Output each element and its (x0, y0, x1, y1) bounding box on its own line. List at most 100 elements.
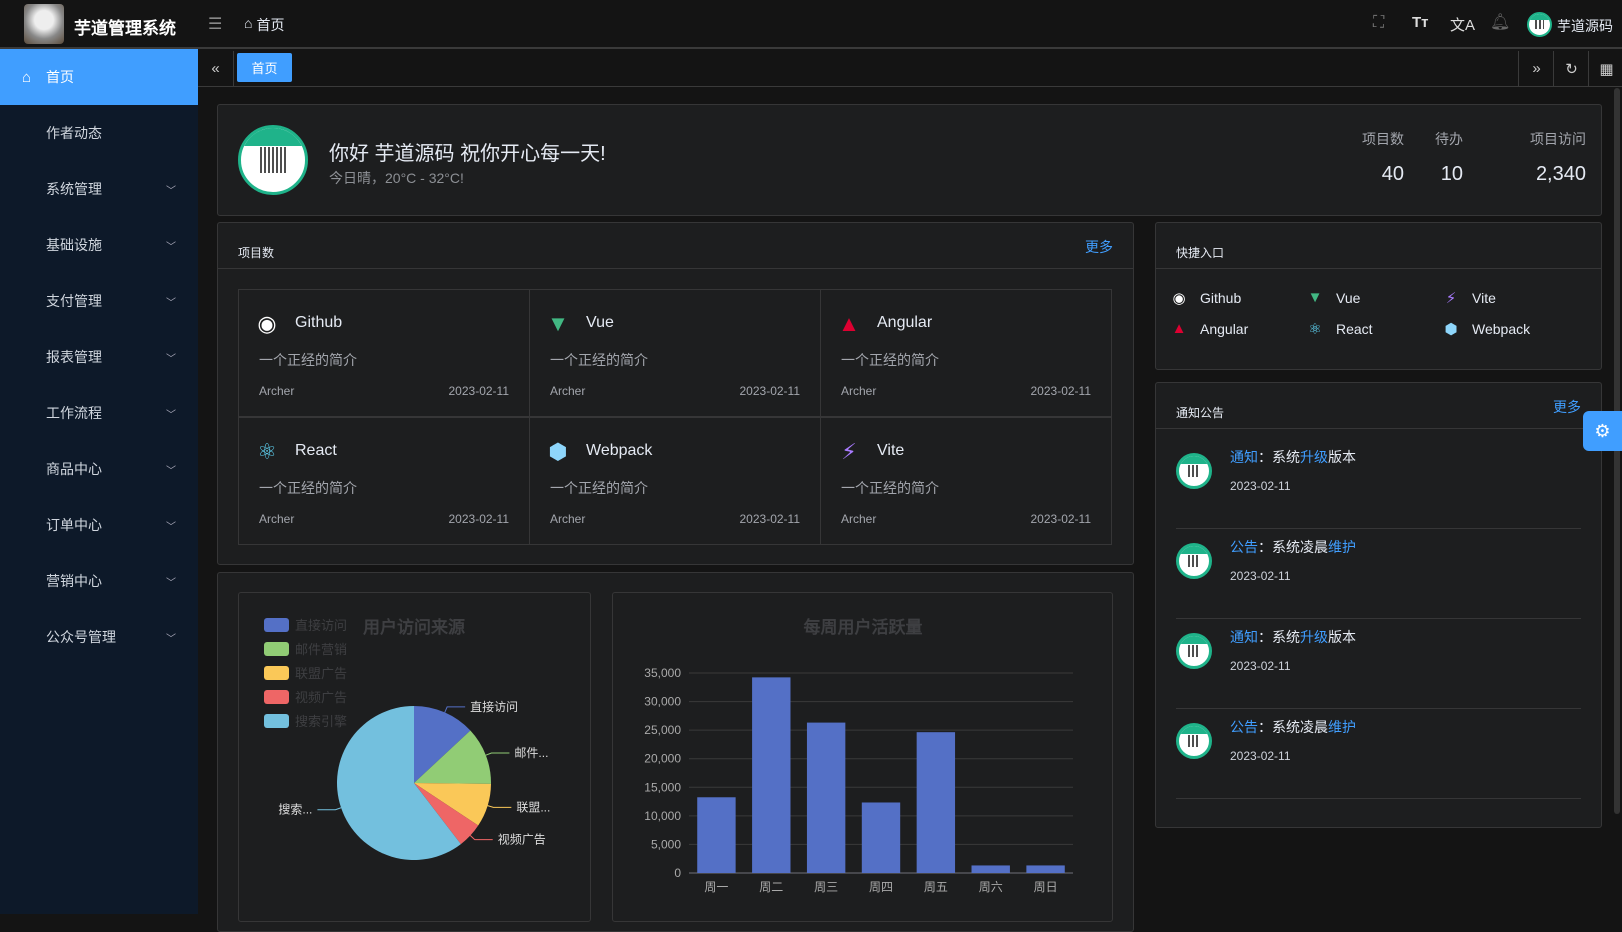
notice-avatar (1176, 723, 1212, 759)
pie-title: 用户访问来源 (363, 617, 465, 637)
sidebar-item[interactable]: ⌂ 首页 (0, 49, 198, 105)
project-card[interactable]: ⬢ Webpack 一个正经的简介 Archer 2023-02-11 (529, 417, 821, 545)
font-size-icon[interactable]: Tт (1412, 14, 1429, 31)
pie-label-line (444, 706, 466, 713)
angular-icon: ▲ (1171, 320, 1187, 337)
pie-label-line (485, 752, 510, 756)
user-avatar[interactable] (1527, 12, 1552, 37)
welcome-avatar (238, 125, 308, 195)
scroll-right-icon[interactable]: » (1518, 51, 1554, 86)
sidebar-item[interactable]: 基础设施 ﹀ (0, 217, 198, 273)
translate-icon[interactable]: 文A (1450, 17, 1476, 34)
legend-label[interactable]: 邮件营销 (295, 642, 347, 657)
project-author: Archer (550, 512, 586, 526)
bar[interactable] (806, 722, 846, 873)
pie-slice[interactable] (414, 783, 491, 826)
bar-chart: 每周用户活跃量 0 5,000 10,000 15,000 20,000 25,000 30,… (644, 617, 1073, 894)
bell-icon[interactable]: 🔔︎ (1490, 14, 1511, 31)
refresh-icon[interactable]: ↻ (1553, 51, 1589, 86)
sidebar-item[interactable]: 支付管理 ﹀ (0, 273, 198, 329)
chevron-down-icon: ﹀ (166, 521, 176, 533)
notice-more-link[interactable]: 更多 (1553, 399, 1581, 415)
stat-label: 待办 (1435, 131, 1463, 147)
fullscreen-icon[interactable]: ⛶ (1373, 14, 1385, 31)
grid-menu-icon[interactable]: ▦ (1588, 51, 1622, 86)
notice-hl: 维护 (1328, 539, 1356, 555)
legend-swatch[interactable] (264, 690, 289, 704)
legend-label[interactable]: 视频广告 (295, 690, 347, 705)
project-date: 2023-02-11 (739, 384, 801, 398)
quick-entry-item[interactable]: ⬢ Webpack (1442, 320, 1530, 338)
react-icon: ⚛ (257, 439, 277, 464)
bar[interactable] (1026, 865, 1065, 873)
sidebar-item[interactable]: 报表管理 ﹀ (0, 329, 198, 385)
quick-entry-item[interactable]: ▼ Vue (1306, 289, 1361, 306)
bar[interactable] (861, 802, 901, 873)
legend-swatch[interactable] (264, 714, 289, 728)
notice-item[interactable]: 公告：系统凌晨维护 2023-02-11 (1176, 709, 1581, 799)
legend-label[interactable]: 直接访问 (295, 618, 347, 633)
quick-entry-item[interactable]: ⚛ React (1306, 320, 1372, 338)
pie-label: 搜索... (278, 802, 312, 817)
sidebar-item[interactable]: 作者动态 (0, 105, 198, 161)
bar[interactable] (916, 732, 956, 873)
project-desc: 一个正经的简介 (550, 480, 648, 496)
scrollbar[interactable] (1614, 88, 1620, 814)
project-author: Archer (259, 512, 295, 526)
notice-avatar (1176, 543, 1212, 579)
menu-toggle-icon[interactable]: ☰ (208, 16, 223, 33)
sidebar-item[interactable]: 商品中心 ﹀ (0, 441, 198, 497)
sidebar-item-label: 支付管理 (46, 293, 102, 309)
notice-text: 公告：系统凌晨维护 (1230, 717, 1356, 737)
notice-item[interactable]: 通知：系统升级版本 2023-02-11 (1176, 619, 1581, 709)
quick-entry-item[interactable]: ⚡ Vite (1442, 289, 1496, 307)
pie-label-line (487, 805, 512, 808)
legend-label[interactable]: 联盟广告 (295, 666, 347, 681)
pie-label: 联盟... (516, 800, 550, 814)
project-card[interactable]: ◉ Github 一个正经的简介 Archer 2023-02-11 (238, 289, 530, 417)
quick-entry-item[interactable]: ◉ Github (1170, 289, 1241, 307)
pie-slice[interactable] (414, 706, 471, 783)
sidebar-item[interactable]: 系统管理 ﹀ (0, 161, 198, 217)
quick-entry-item[interactable]: ▲ Angular (1170, 320, 1249, 337)
project-date: 2023-02-11 (739, 512, 801, 526)
project-card[interactable]: ⚛ React 一个正经的简介 Archer 2023-02-11 (238, 417, 530, 545)
notice-type: 通知 (1230, 449, 1258, 465)
legend-label[interactable]: 搜索引擎 (295, 714, 347, 729)
vue-icon: ▼ (1307, 289, 1323, 306)
projects-more-link[interactable]: 更多 (1085, 239, 1113, 255)
pie-slice[interactable] (337, 706, 461, 860)
project-card[interactable]: ⚡ Vite 一个正经的简介 Archer 2023-02-11 (820, 417, 1112, 545)
bar[interactable] (971, 865, 1010, 873)
quick-entry-label: Webpack (1472, 321, 1531, 337)
settings-gear-icon[interactable]: ⚙ (1583, 411, 1622, 451)
bar[interactable] (752, 677, 791, 873)
greeting: 你好 芋道源码 祝你开心每一天! (329, 143, 606, 165)
projects-card: 项目数 更多 ◉ Github 一个正经的简介 Archer 2023-02-11 ▼ Vu… (217, 222, 1134, 565)
projects-title: 项目数 (218, 223, 1133, 269)
legend-swatch[interactable] (264, 618, 289, 632)
chevron-down-icon: ﹀ (166, 633, 176, 645)
sidebar-item[interactable]: 公众号管理 ﹀ (0, 609, 198, 665)
pie-slice[interactable] (414, 783, 479, 845)
scroll-left-icon[interactable]: « (198, 51, 234, 86)
sidebar-item-label: 基础设施 (46, 237, 102, 253)
x-tick-label: 周二 (759, 880, 783, 894)
user-name[interactable]: 芋道源码 (1557, 18, 1613, 34)
project-card[interactable]: ▲ Angular 一个正经的简介 Archer 2023-02-11 (820, 289, 1112, 417)
legend-swatch[interactable] (264, 642, 289, 656)
legend-swatch[interactable] (264, 666, 289, 680)
pie-slice[interactable] (414, 730, 491, 784)
sidebar-item[interactable]: 订单中心 ﹀ (0, 497, 198, 553)
sidebar-item[interactable]: 营销中心 ﹀ (0, 553, 198, 609)
sidebar-item-label: 订单中心 (46, 517, 102, 533)
notice-item[interactable]: 通知：系统升级版本 2023-02-11 (1176, 439, 1581, 529)
sidebar-item[interactable]: 工作流程 ﹀ (0, 385, 198, 441)
project-card[interactable]: ▼ Vue 一个正经的简介 Archer 2023-02-11 (529, 289, 821, 417)
tab-home[interactable]: 首页 (237, 53, 292, 82)
notice-item[interactable]: 公告：系统凌晨维护 2023-02-11 (1176, 529, 1581, 619)
bar[interactable] (697, 797, 736, 873)
breadcrumb[interactable]: ⌂ 首页 (244, 15, 284, 35)
notice-date: 2023-02-11 (1230, 479, 1291, 493)
x-tick-label: 周四 (869, 880, 893, 894)
